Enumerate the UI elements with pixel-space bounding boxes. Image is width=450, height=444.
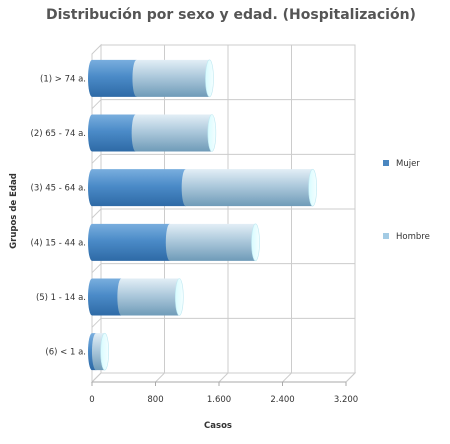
y-tick-label: (5) 1 - 14 a. — [36, 293, 86, 303]
axes: 0 800 1.600 2.400 3.200 — [89, 381, 358, 405]
gridline-y — [91, 99, 102, 110]
chart-title: Distribución por sexo y edad. (Hospitali… — [46, 7, 416, 23]
bar-cap — [207, 114, 217, 152]
bar-hombre[interactable] — [117, 278, 184, 316]
bar-mujer[interactable] — [88, 59, 141, 97]
gridline-y — [91, 153, 102, 164]
y-tick-label: (4) 15 - 44 a. — [31, 238, 86, 248]
gridline-y — [91, 263, 102, 274]
bar-cap — [175, 278, 184, 316]
bar-cap — [251, 223, 260, 262]
bar-group — [88, 278, 184, 316]
bar-hombre[interactable] — [165, 223, 260, 261]
y-tick-label: (6) < 1 a. — [45, 348, 86, 358]
y-tick-label: (3) 45 - 64 a. — [31, 184, 86, 194]
gridline-y — [91, 208, 102, 219]
x-axis-title: Casos — [204, 421, 232, 431]
bar-mujer[interactable] — [88, 223, 174, 261]
legend-swatch — [383, 233, 389, 239]
bar-group — [88, 114, 217, 152]
gridline-floor — [155, 372, 165, 383]
legend-label: Hombre — [396, 232, 430, 242]
legend-swatch — [383, 160, 389, 166]
bar-cap — [308, 168, 317, 207]
x-tick-label: 3.200 — [334, 395, 358, 405]
bars: (1) > 74 a. (2) 65 - 74 a. (3) 45 - 64 a. (… — [31, 59, 317, 371]
bar-hombre[interactable] — [181, 169, 317, 207]
bar-mujer[interactable] — [88, 169, 190, 207]
gridline-floor — [282, 372, 292, 383]
bar-group — [88, 223, 260, 262]
x-tick-label: 800 — [147, 395, 163, 405]
bar-group — [88, 168, 317, 207]
x-tick-label: 1.600 — [207, 395, 231, 405]
y-tick-label: (2) 65 - 74 a. — [31, 129, 86, 139]
bar-cap — [100, 332, 109, 371]
gridline-floor — [91, 372, 102, 383]
bar-mujer[interactable] — [88, 114, 140, 152]
bar-hombre[interactable] — [131, 114, 216, 152]
gridline-floor — [218, 372, 229, 383]
bar-group — [88, 59, 214, 98]
x-tick-label: 0 — [89, 395, 94, 405]
y-axis-title: Grupos de Edad — [9, 173, 19, 249]
bar-hombre[interactable] — [132, 59, 214, 97]
gridline-y — [91, 317, 102, 328]
bar-group — [88, 332, 109, 371]
bar-cap — [205, 59, 214, 98]
legend-label: Mujer — [396, 159, 420, 169]
gridline-floor — [345, 372, 356, 383]
bar-mujer[interactable] — [88, 278, 126, 316]
x-tick-label: 2.400 — [270, 395, 294, 405]
y-tick-label: (1) > 74 a. — [40, 74, 86, 84]
legend: Mujer Hombre — [383, 159, 430, 242]
